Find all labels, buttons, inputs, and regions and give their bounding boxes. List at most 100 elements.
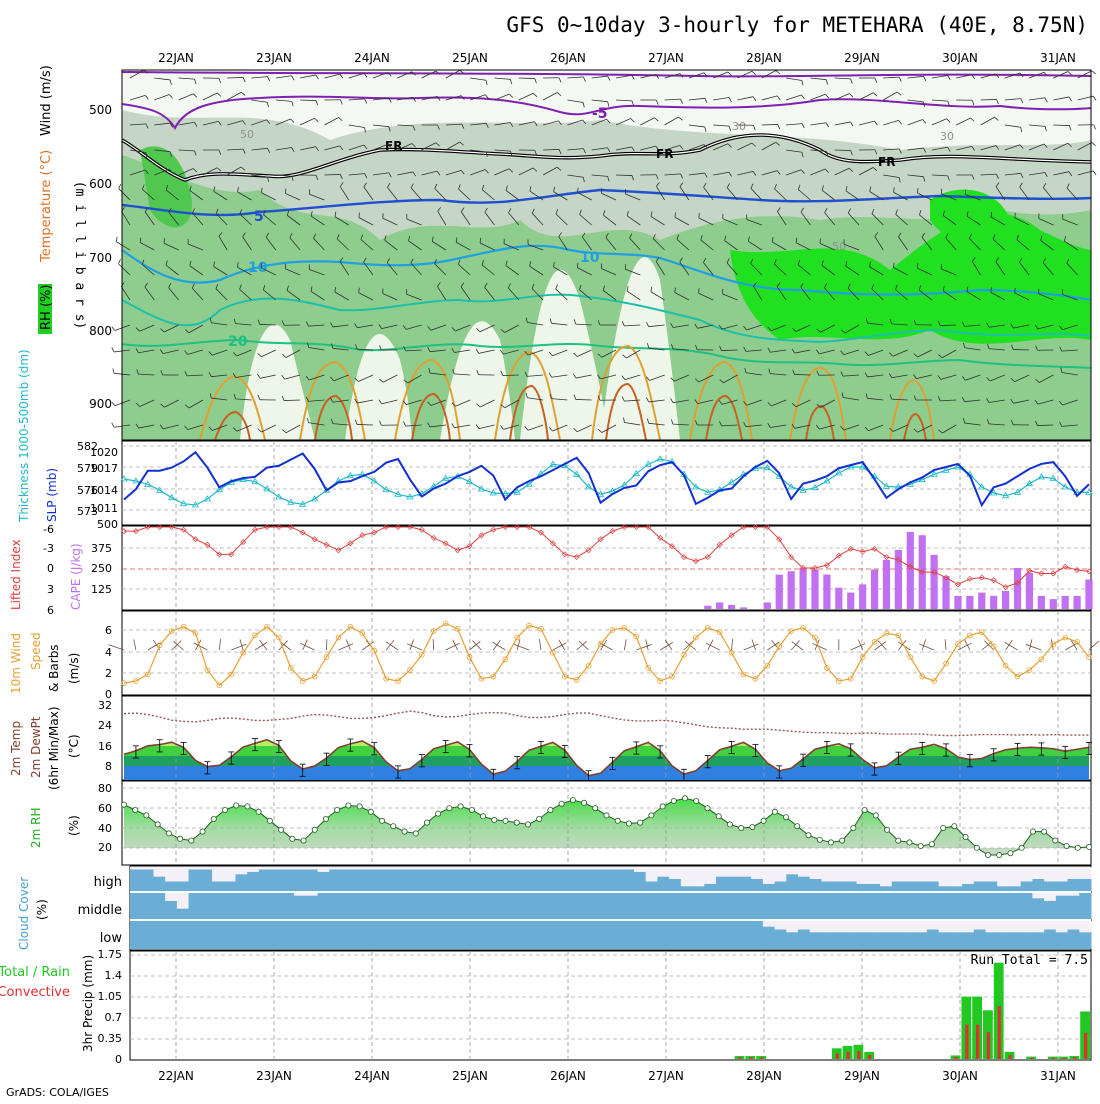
cape-bar: [716, 602, 723, 609]
cloud-bar: [575, 921, 587, 949]
cloud-bar: [927, 893, 939, 919]
rh-marker: [997, 852, 1002, 857]
precip-convective-bar: [857, 1051, 860, 1059]
li-tick: 6: [47, 604, 54, 617]
precip-panel: Run Total = 7.5 1.75 1.4 1.05 0.7 0.35 0…: [0, 948, 1091, 1066]
rh-marker: [929, 842, 934, 847]
cloud-unit-label: (%): [35, 899, 49, 920]
cape-bar: [1038, 596, 1045, 609]
cloud-bar: [821, 932, 833, 949]
rh-marker: [391, 824, 396, 829]
rh-marker: [783, 815, 788, 820]
top-date-label: 30JAN: [942, 51, 978, 65]
cloud-bar: [798, 877, 810, 891]
cloud-gap: [728, 867, 740, 877]
cloud-gap: [318, 867, 330, 872]
cloud-bar: [669, 879, 681, 891]
cloud-bar: [1056, 932, 1068, 949]
rh-tick: 80: [98, 782, 112, 795]
rh-marker: [682, 796, 687, 801]
cloud-bar: [1068, 929, 1080, 949]
cloud-bar: [470, 921, 482, 949]
cloud-bar: [364, 869, 376, 891]
cloud-bar: [435, 921, 447, 949]
cloud-bar: [540, 893, 552, 919]
cape-bar: [1026, 573, 1033, 609]
rh-marker: [312, 827, 317, 832]
precip-tick: 1.75: [98, 948, 123, 961]
cloud-bar: [505, 893, 517, 919]
rh-marker: [974, 845, 979, 850]
rh-marker: [896, 838, 901, 843]
precip-convective-bar: [987, 1032, 990, 1059]
cape-bar: [764, 602, 771, 609]
wind-barb-flag: [1015, 213, 1016, 218]
cloud-gap: [845, 867, 857, 881]
precip-convective-bar: [1084, 1033, 1087, 1059]
cloud-bar: [271, 869, 283, 891]
bottom-date-axis: 22JAN 23JAN 24JAN 25JAN 26JAN 27JAN 28JA…: [158, 1069, 1076, 1083]
run-total-label: Run Total = 7.5: [971, 953, 1088, 968]
cloud-gap: [903, 921, 915, 932]
cloud-bar: [411, 893, 423, 919]
wind-barb: [1013, 349, 1029, 350]
rh-marker: [155, 822, 160, 827]
cloud-gap: [1009, 921, 1021, 932]
precip-convective-bar: [965, 1025, 968, 1059]
temp-tick: 32: [98, 699, 112, 712]
cloud-gap: [177, 893, 189, 909]
wind-barb-flag: [1094, 125, 1096, 130]
rh-marker: [671, 798, 676, 803]
precip-convective-bar: [868, 1055, 871, 1059]
contour-label: FR: [656, 147, 673, 161]
cloud-bar: [364, 893, 376, 919]
rh-marker: [301, 838, 306, 843]
cloud-gap: [247, 867, 259, 872]
cloud-bar: [353, 893, 365, 919]
precip-convective-bar: [1052, 1058, 1055, 1059]
temp-axis-label-a: 2m Temp: [9, 721, 23, 776]
cape-bar: [799, 568, 806, 609]
cape-axis-label: CAPE (J/kg): [69, 543, 83, 610]
cloud-bar: [142, 869, 154, 891]
cloud-gap: [482, 867, 494, 869]
cloud-bar: [200, 921, 212, 949]
cloud-gap: [458, 867, 470, 869]
cloud-gap: [1021, 921, 1033, 932]
cloud-bar: [294, 869, 306, 891]
cloud-bar: [716, 877, 728, 891]
cloud-gap: [997, 867, 1009, 886]
cloud-gap: [1079, 921, 1091, 932]
wind-barb-flag: [577, 263, 578, 268]
cloud-bars: [130, 867, 1092, 949]
cloud-gap: [927, 921, 939, 929]
rh-marker: [436, 811, 441, 816]
cloud-bar: [587, 921, 599, 949]
cloud-gap: [306, 867, 318, 869]
rh-panel: 80 60 40 20 2m RH (%): [29, 781, 1092, 865]
precip-convective-bar: [1008, 1055, 1011, 1059]
cloud-bar: [189, 893, 201, 919]
rh-marker: [492, 817, 497, 822]
wind-barb-flag: [1093, 96, 1096, 100]
cloud-bar: [306, 896, 318, 919]
li-tick: 0: [47, 562, 54, 575]
cloud-bar: [974, 929, 986, 949]
rh-marker: [1086, 844, 1091, 849]
cloud-bar: [493, 893, 505, 919]
cloud-gap: [798, 867, 810, 877]
cloud-bar: [400, 921, 412, 949]
wind-barb-flag: [796, 238, 797, 243]
cloud-bar: [177, 881, 189, 891]
cloud-gap: [880, 867, 892, 886]
wind-axis-label-c: & Barbs: [47, 644, 61, 692]
cloud-bar: [810, 932, 822, 949]
cloud-bar: [353, 869, 365, 891]
cloud-bar: [1044, 901, 1056, 919]
rh-marker: [346, 803, 351, 808]
cloud-bar: [763, 893, 775, 919]
cloud-gap: [821, 867, 833, 881]
rh-marker: [447, 806, 452, 811]
slp-frame: [122, 441, 1091, 525]
rh-marker: [963, 834, 968, 839]
